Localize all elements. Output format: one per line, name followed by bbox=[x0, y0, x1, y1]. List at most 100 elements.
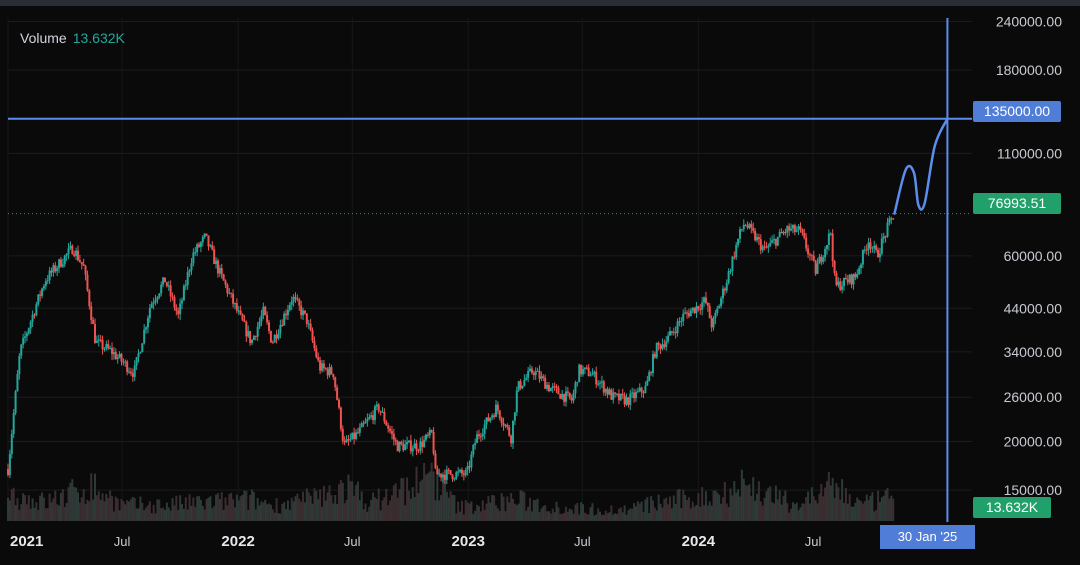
candle-body bbox=[678, 321, 681, 323]
volume-bar bbox=[413, 497, 416, 521]
candle-body bbox=[483, 424, 486, 434]
candle-body bbox=[831, 233, 834, 261]
volume-bar bbox=[850, 506, 853, 521]
candle-body bbox=[141, 343, 144, 353]
volume-bar bbox=[59, 492, 62, 521]
volume-bar bbox=[137, 508, 140, 521]
last-price-label: 76993.51 bbox=[973, 193, 1061, 214]
candle-body bbox=[623, 395, 626, 405]
volume-bar bbox=[767, 487, 770, 521]
candle-body bbox=[551, 386, 554, 389]
candle-body bbox=[315, 348, 318, 358]
candle-body bbox=[661, 344, 664, 349]
candle-body bbox=[581, 369, 584, 375]
candle-body bbox=[146, 318, 149, 328]
volume-bar bbox=[737, 489, 740, 521]
volume-bar bbox=[808, 503, 811, 521]
volume-bar bbox=[78, 502, 81, 521]
candle-body bbox=[351, 432, 354, 440]
candle-body bbox=[498, 410, 501, 419]
volume-bar bbox=[563, 512, 566, 521]
candle-body bbox=[500, 418, 503, 424]
candle-body bbox=[875, 245, 878, 251]
volume-bar bbox=[145, 507, 148, 521]
candle-body bbox=[124, 361, 127, 363]
candle-body bbox=[97, 339, 100, 341]
volume-bar bbox=[156, 499, 159, 521]
volume-bar bbox=[699, 506, 702, 521]
volume-bar bbox=[761, 505, 764, 521]
volume-bar bbox=[619, 507, 622, 521]
volume-bar bbox=[347, 474, 350, 521]
candle-body bbox=[769, 242, 772, 246]
volume-bar bbox=[627, 510, 630, 521]
volume-bar bbox=[882, 495, 885, 521]
volume-bar bbox=[858, 500, 861, 521]
candle-body bbox=[160, 284, 163, 294]
candle-body bbox=[209, 245, 212, 247]
volume-bar bbox=[650, 496, 653, 521]
volume-bar bbox=[116, 498, 119, 521]
candle-body bbox=[689, 310, 692, 317]
candle-body bbox=[377, 404, 380, 411]
volume-bar bbox=[477, 506, 480, 521]
volume-bar bbox=[818, 493, 821, 521]
volume-bar bbox=[455, 513, 458, 521]
candle-body bbox=[839, 281, 842, 290]
volume-bar bbox=[150, 513, 153, 521]
volume-bar bbox=[266, 504, 269, 521]
candle-body bbox=[555, 386, 558, 388]
volume-bar bbox=[75, 487, 78, 521]
volume-bar bbox=[24, 495, 27, 521]
candle-body bbox=[404, 444, 407, 451]
candle-body bbox=[856, 273, 859, 278]
volume-bar bbox=[559, 513, 562, 521]
volume-bar bbox=[831, 477, 834, 521]
candle-body bbox=[538, 370, 541, 379]
volume-bar bbox=[173, 505, 176, 521]
candle-body bbox=[636, 391, 639, 393]
candle-body bbox=[277, 333, 280, 339]
volume-bar bbox=[827, 471, 830, 521]
volume-bar bbox=[555, 501, 558, 521]
candle-body bbox=[763, 246, 766, 248]
candle-body bbox=[687, 313, 690, 317]
volume-bar bbox=[366, 511, 369, 521]
volume-bar bbox=[687, 497, 690, 521]
volume-bar bbox=[336, 503, 339, 521]
volume-bar bbox=[506, 496, 509, 521]
volume-bar bbox=[546, 511, 549, 521]
candle-body bbox=[869, 242, 872, 249]
volume-bar bbox=[740, 469, 743, 521]
volume-bar bbox=[746, 485, 749, 521]
volume-bar bbox=[538, 512, 541, 521]
volume-bar bbox=[633, 503, 636, 521]
candle-body bbox=[122, 361, 125, 363]
candle-body bbox=[805, 237, 808, 249]
candle-body bbox=[199, 242, 202, 247]
candle-body bbox=[247, 331, 250, 337]
volume-bar bbox=[672, 495, 675, 521]
volume-bar bbox=[646, 497, 649, 521]
volume-bar bbox=[355, 484, 358, 521]
volume-bar bbox=[194, 506, 197, 521]
candle-body bbox=[111, 348, 114, 355]
volume-bar bbox=[171, 498, 174, 521]
candle-body bbox=[389, 428, 392, 432]
volume-bar bbox=[29, 508, 32, 521]
candle-body bbox=[330, 367, 333, 375]
candle-body bbox=[341, 428, 344, 441]
volume-bar bbox=[277, 513, 280, 521]
candle-body bbox=[35, 304, 38, 316]
candle-body bbox=[738, 229, 741, 239]
volume-bar bbox=[852, 506, 855, 521]
candle-body bbox=[578, 364, 581, 383]
volume-bar bbox=[549, 513, 552, 521]
candle-body bbox=[16, 374, 19, 392]
volume-bar bbox=[844, 487, 847, 521]
candle-body bbox=[385, 421, 388, 426]
candle-body bbox=[780, 231, 783, 234]
candle-body bbox=[799, 226, 802, 230]
volume-bar bbox=[370, 499, 373, 521]
